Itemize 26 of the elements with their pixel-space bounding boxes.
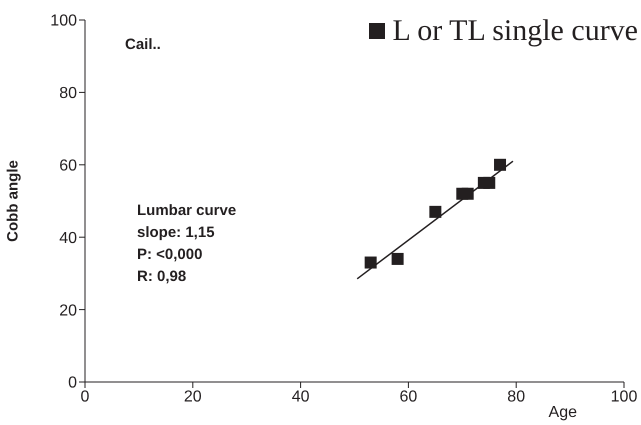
point xyxy=(392,252,404,265)
annotation: R: 0,98 xyxy=(137,267,188,287)
point xyxy=(483,176,496,189)
x-tick-label: 40 xyxy=(292,388,310,406)
y-tick-label: 80 xyxy=(59,85,78,102)
point xyxy=(364,256,377,269)
x-tick-label: 100 xyxy=(610,388,638,406)
x-tick-label: 20 xyxy=(184,388,202,406)
point xyxy=(462,188,474,200)
annotation: Lumbar curve xyxy=(137,201,236,221)
x-tick-label: 0 xyxy=(80,388,90,406)
x-tick-label: 80 xyxy=(507,388,526,406)
annotation: P: <0,000 xyxy=(137,245,204,265)
y-axis-title: Cobb angle xyxy=(4,160,22,242)
annotation: Cail.. xyxy=(125,36,161,53)
y-tick-label: 40 xyxy=(59,230,78,247)
annotation: slope: 1,15 xyxy=(137,223,216,243)
legend-label: L or TL single curve xyxy=(392,14,638,48)
y-tick-label: 60 xyxy=(59,157,78,174)
point xyxy=(429,206,442,218)
x-tick-label: 60 xyxy=(400,388,418,406)
point xyxy=(494,158,506,171)
y-tick-label: 0 xyxy=(68,374,78,392)
x-axis-title: Age xyxy=(548,404,578,421)
y-tick-label: 100 xyxy=(50,12,78,30)
y-tick-label: 20 xyxy=(59,302,78,320)
